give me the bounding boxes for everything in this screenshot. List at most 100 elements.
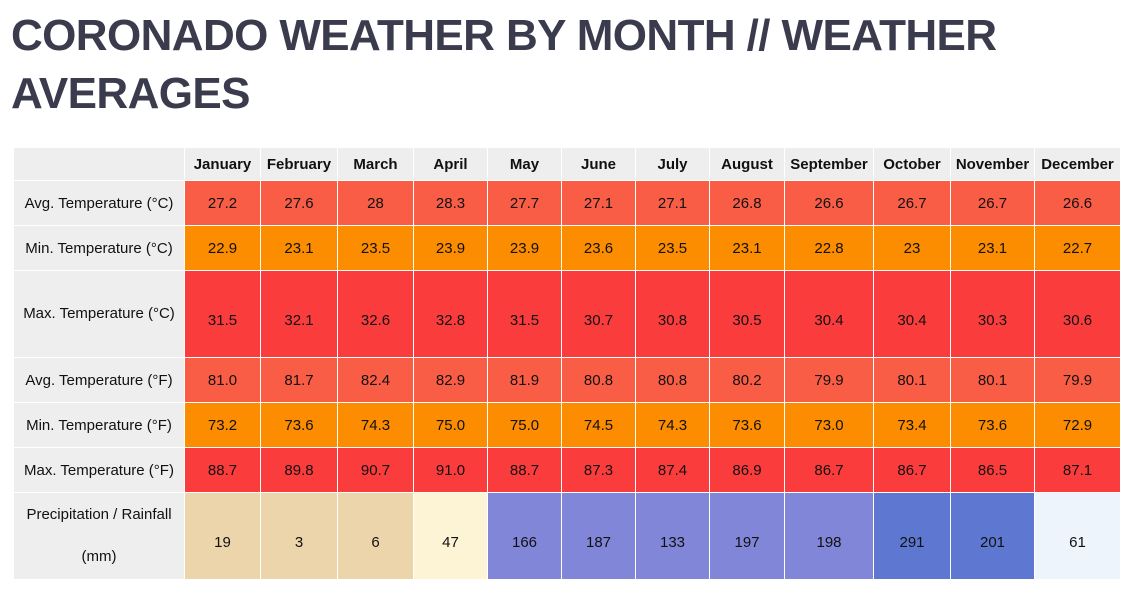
value-cell: 80.1 [950, 357, 1035, 403]
row-label: Min. Temperature (°F) [13, 402, 185, 448]
value-cell: 166 [487, 492, 562, 580]
value-cell: 75.0 [413, 402, 488, 448]
value-cell: 23.5 [635, 225, 710, 271]
month-header: August [709, 147, 785, 181]
weather-table: January February March April May June Ju… [13, 147, 1121, 580]
row-label: Max. Temperature (°C) [13, 270, 185, 358]
value-cell: 28.3 [413, 180, 488, 226]
month-header: April [413, 147, 488, 181]
value-cell: 26.8 [709, 180, 785, 226]
value-cell: 26.7 [950, 180, 1035, 226]
month-header: May [487, 147, 562, 181]
value-cell: 75.0 [487, 402, 562, 448]
value-cell: 87.3 [561, 447, 636, 493]
value-cell: 22.8 [784, 225, 874, 271]
value-cell: 30.3 [950, 270, 1035, 358]
value-cell: 73.6 [260, 402, 338, 448]
month-header: June [561, 147, 636, 181]
value-cell: 26.6 [1034, 180, 1121, 226]
value-cell: 30.4 [784, 270, 874, 358]
value-cell: 27.2 [184, 180, 261, 226]
month-header: July [635, 147, 710, 181]
month-header: December [1034, 147, 1121, 181]
value-cell: 32.8 [413, 270, 488, 358]
value-cell: 19 [184, 492, 261, 580]
value-cell: 30.7 [561, 270, 636, 358]
value-cell: 27.6 [260, 180, 338, 226]
value-cell: 86.5 [950, 447, 1035, 493]
value-cell: 22.7 [1034, 225, 1121, 271]
row-label: Min. Temperature (°C) [13, 225, 185, 271]
value-cell: 198 [784, 492, 874, 580]
value-cell: 197 [709, 492, 785, 580]
value-cell: 27.1 [561, 180, 636, 226]
value-cell: 89.8 [260, 447, 338, 493]
value-cell: 74.5 [561, 402, 636, 448]
value-cell: 74.3 [635, 402, 710, 448]
value-cell: 26.6 [784, 180, 874, 226]
corner-cell [13, 147, 185, 181]
value-cell: 82.9 [413, 357, 488, 403]
value-cell: 86.9 [709, 447, 785, 493]
value-cell: 80.8 [561, 357, 636, 403]
header-row: January February March April May June Ju… [13, 147, 1121, 181]
value-cell: 80.2 [709, 357, 785, 403]
value-cell: 73.0 [784, 402, 874, 448]
value-cell: 61 [1034, 492, 1121, 580]
value-cell: 291 [873, 492, 951, 580]
value-cell: 23.9 [413, 225, 488, 271]
row-label: Avg. Temperature (°C) [13, 180, 185, 226]
value-cell: 22.9 [184, 225, 261, 271]
min-temp-f-row: Min. Temperature (°F) 73.2 73.6 74.3 75.0 75.… [13, 402, 1121, 448]
value-cell: 87.1 [1034, 447, 1121, 493]
value-cell: 30.5 [709, 270, 785, 358]
month-header: January [184, 147, 261, 181]
value-cell: 31.5 [184, 270, 261, 358]
value-cell: 23.1 [709, 225, 785, 271]
value-cell: 27.7 [487, 180, 562, 226]
value-cell: 133 [635, 492, 710, 580]
value-cell: 91.0 [413, 447, 488, 493]
value-cell: 74.3 [337, 402, 414, 448]
value-cell: 23.5 [337, 225, 414, 271]
value-cell: 23.1 [950, 225, 1035, 271]
value-cell: 30.8 [635, 270, 710, 358]
value-cell: 23.1 [260, 225, 338, 271]
value-cell: 73.2 [184, 402, 261, 448]
value-cell: 23.9 [487, 225, 562, 271]
month-header: February [260, 147, 338, 181]
value-cell: 6 [337, 492, 414, 580]
value-cell: 87.4 [635, 447, 710, 493]
row-label: Precipitation / Rainfall (mm) [13, 492, 185, 580]
page-title: CORONADO WEATHER BY MONTH // WEATHER AVE… [11, 11, 997, 118]
value-cell: 88.7 [184, 447, 261, 493]
value-cell: 86.7 [784, 447, 874, 493]
value-cell: 30.6 [1034, 270, 1121, 358]
value-cell: 79.9 [1034, 357, 1121, 403]
max-temp-f-row: Max. Temperature (°F) 88.7 89.8 90.7 91.0 88.… [13, 447, 1121, 493]
value-cell: 86.7 [873, 447, 951, 493]
value-cell: 3 [260, 492, 338, 580]
value-cell: 23 [873, 225, 951, 271]
value-cell: 32.6 [337, 270, 414, 358]
row-label: Avg. Temperature (°F) [13, 357, 185, 403]
value-cell: 81.9 [487, 357, 562, 403]
value-cell: 26.7 [873, 180, 951, 226]
value-cell: 28 [337, 180, 414, 226]
value-cell: 47 [413, 492, 488, 580]
month-header: September [784, 147, 874, 181]
precipitation-row: Precipitation / Rainfall (mm) 19 3 6 47 166 18… [13, 492, 1121, 580]
value-cell: 79.9 [784, 357, 874, 403]
value-cell: 88.7 [487, 447, 562, 493]
value-cell: 30.4 [873, 270, 951, 358]
value-cell: 73.6 [709, 402, 785, 448]
value-cell: 187 [561, 492, 636, 580]
value-cell: 27.1 [635, 180, 710, 226]
month-header: October [873, 147, 951, 181]
value-cell: 81.0 [184, 357, 261, 403]
value-cell: 81.7 [260, 357, 338, 403]
value-cell: 32.1 [260, 270, 338, 358]
min-temp-c-row: Min. Temperature (°C) 22.9 23.1 23.5 23.9 23.… [13, 225, 1121, 271]
avg-temp-f-row: Avg. Temperature (°F) 81.0 81.7 82.4 82.9 81.… [13, 357, 1121, 403]
